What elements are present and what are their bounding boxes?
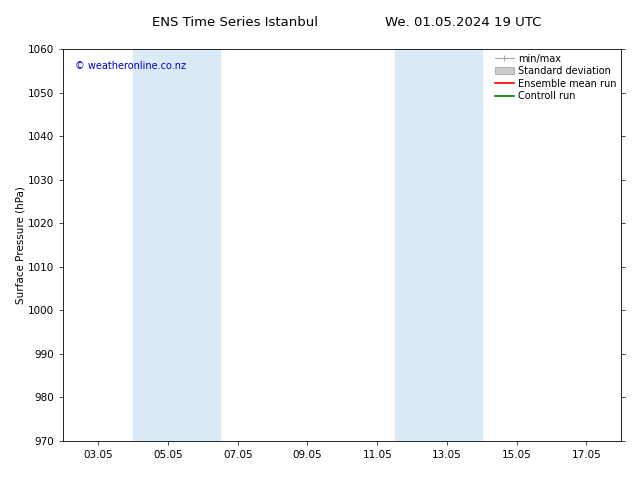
Text: We. 01.05.2024 19 UTC: We. 01.05.2024 19 UTC xyxy=(385,16,541,29)
Bar xyxy=(394,49,482,441)
Y-axis label: Surface Pressure (hPa): Surface Pressure (hPa) xyxy=(15,186,25,304)
Legend: min/max, Standard deviation, Ensemble mean run, Controll run: min/max, Standard deviation, Ensemble me… xyxy=(493,52,618,103)
Bar xyxy=(133,49,221,441)
Text: © weatheronline.co.nz: © weatheronline.co.nz xyxy=(75,61,186,71)
Text: ENS Time Series Istanbul: ENS Time Series Istanbul xyxy=(152,16,318,29)
